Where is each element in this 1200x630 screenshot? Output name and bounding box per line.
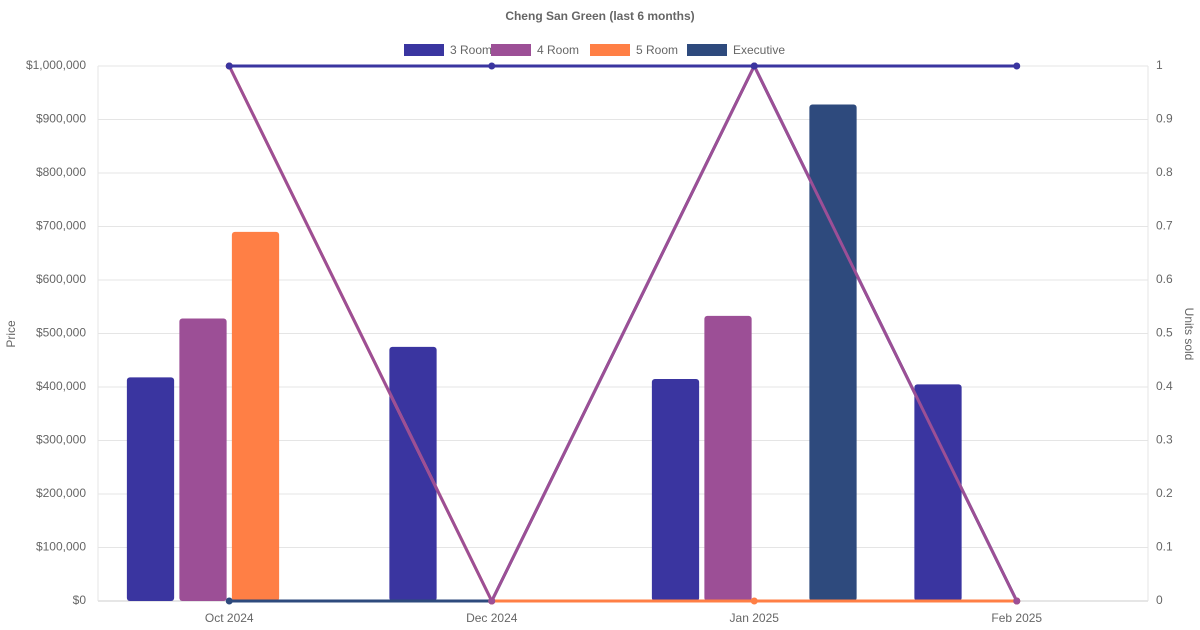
legend-label: Executive (733, 43, 785, 57)
x-tick-label: Feb 2025 (991, 611, 1042, 625)
y-tick-label: $100,000 (36, 540, 86, 554)
bar (704, 315, 752, 601)
y-tick-label: $700,000 (36, 219, 86, 233)
bar (231, 231, 280, 601)
legend-label: 3 Room (450, 43, 492, 57)
bar (809, 104, 857, 602)
y2-tick-label: 0.4 (1156, 379, 1173, 393)
chart-title: Cheng San Green (last 6 months) (505, 9, 694, 23)
x-tick-label: Oct 2024 (205, 611, 254, 625)
bar (126, 377, 175, 601)
y2-tick-label: 0.7 (1156, 219, 1173, 233)
y-tick-label: $300,000 (36, 433, 86, 447)
x-tick-label: Jan 2025 (730, 611, 780, 625)
y2-tick-label: 0.1 (1156, 540, 1173, 554)
y2-tick-label: 0.9 (1156, 112, 1173, 126)
units-point (488, 597, 496, 605)
y-tick-label: $500,000 (36, 326, 86, 340)
y-tick-label: $800,000 (36, 165, 86, 179)
y-tick-label: $0 (73, 593, 87, 607)
legend-label: 4 Room (537, 43, 579, 57)
units-point (225, 62, 233, 70)
units-point (225, 597, 233, 605)
x-tick-label: Dec 2024 (466, 611, 518, 625)
y2-tick-label: 0.2 (1156, 486, 1173, 500)
units-point (1013, 597, 1021, 605)
bar (179, 318, 227, 601)
bar (651, 378, 700, 601)
y2-tick-label: 0.3 (1156, 433, 1173, 447)
y2-tick-label: 0.6 (1156, 272, 1173, 286)
y2-tick-label: 0 (1156, 593, 1163, 607)
units-point (750, 62, 758, 70)
y-tick-label: $1,000,000 (26, 58, 86, 72)
legend-label: 5 Room (636, 43, 678, 57)
legend-swatch (590, 44, 630, 56)
bar (389, 346, 437, 601)
legend-swatch (491, 44, 531, 56)
y2-tick-label: 0.8 (1156, 165, 1173, 179)
legend-swatch (687, 44, 727, 56)
bar (914, 384, 962, 601)
y-tick-label: $400,000 (36, 379, 86, 393)
y-tick-label: $200,000 (36, 486, 86, 500)
legend-swatch (404, 44, 444, 56)
units-point (488, 62, 496, 70)
y-tick-label: $900,000 (36, 112, 86, 126)
y2-tick-label: 0.5 (1156, 326, 1173, 340)
y-axis-title: Price (4, 320, 18, 348)
units-point (1013, 62, 1021, 70)
units-point (750, 597, 758, 605)
y-tick-label: $600,000 (36, 272, 86, 286)
y2-tick-label: 1 (1156, 58, 1163, 72)
units-line (227, 62, 1019, 605)
y2-axis-title: Units sold (1182, 308, 1196, 361)
